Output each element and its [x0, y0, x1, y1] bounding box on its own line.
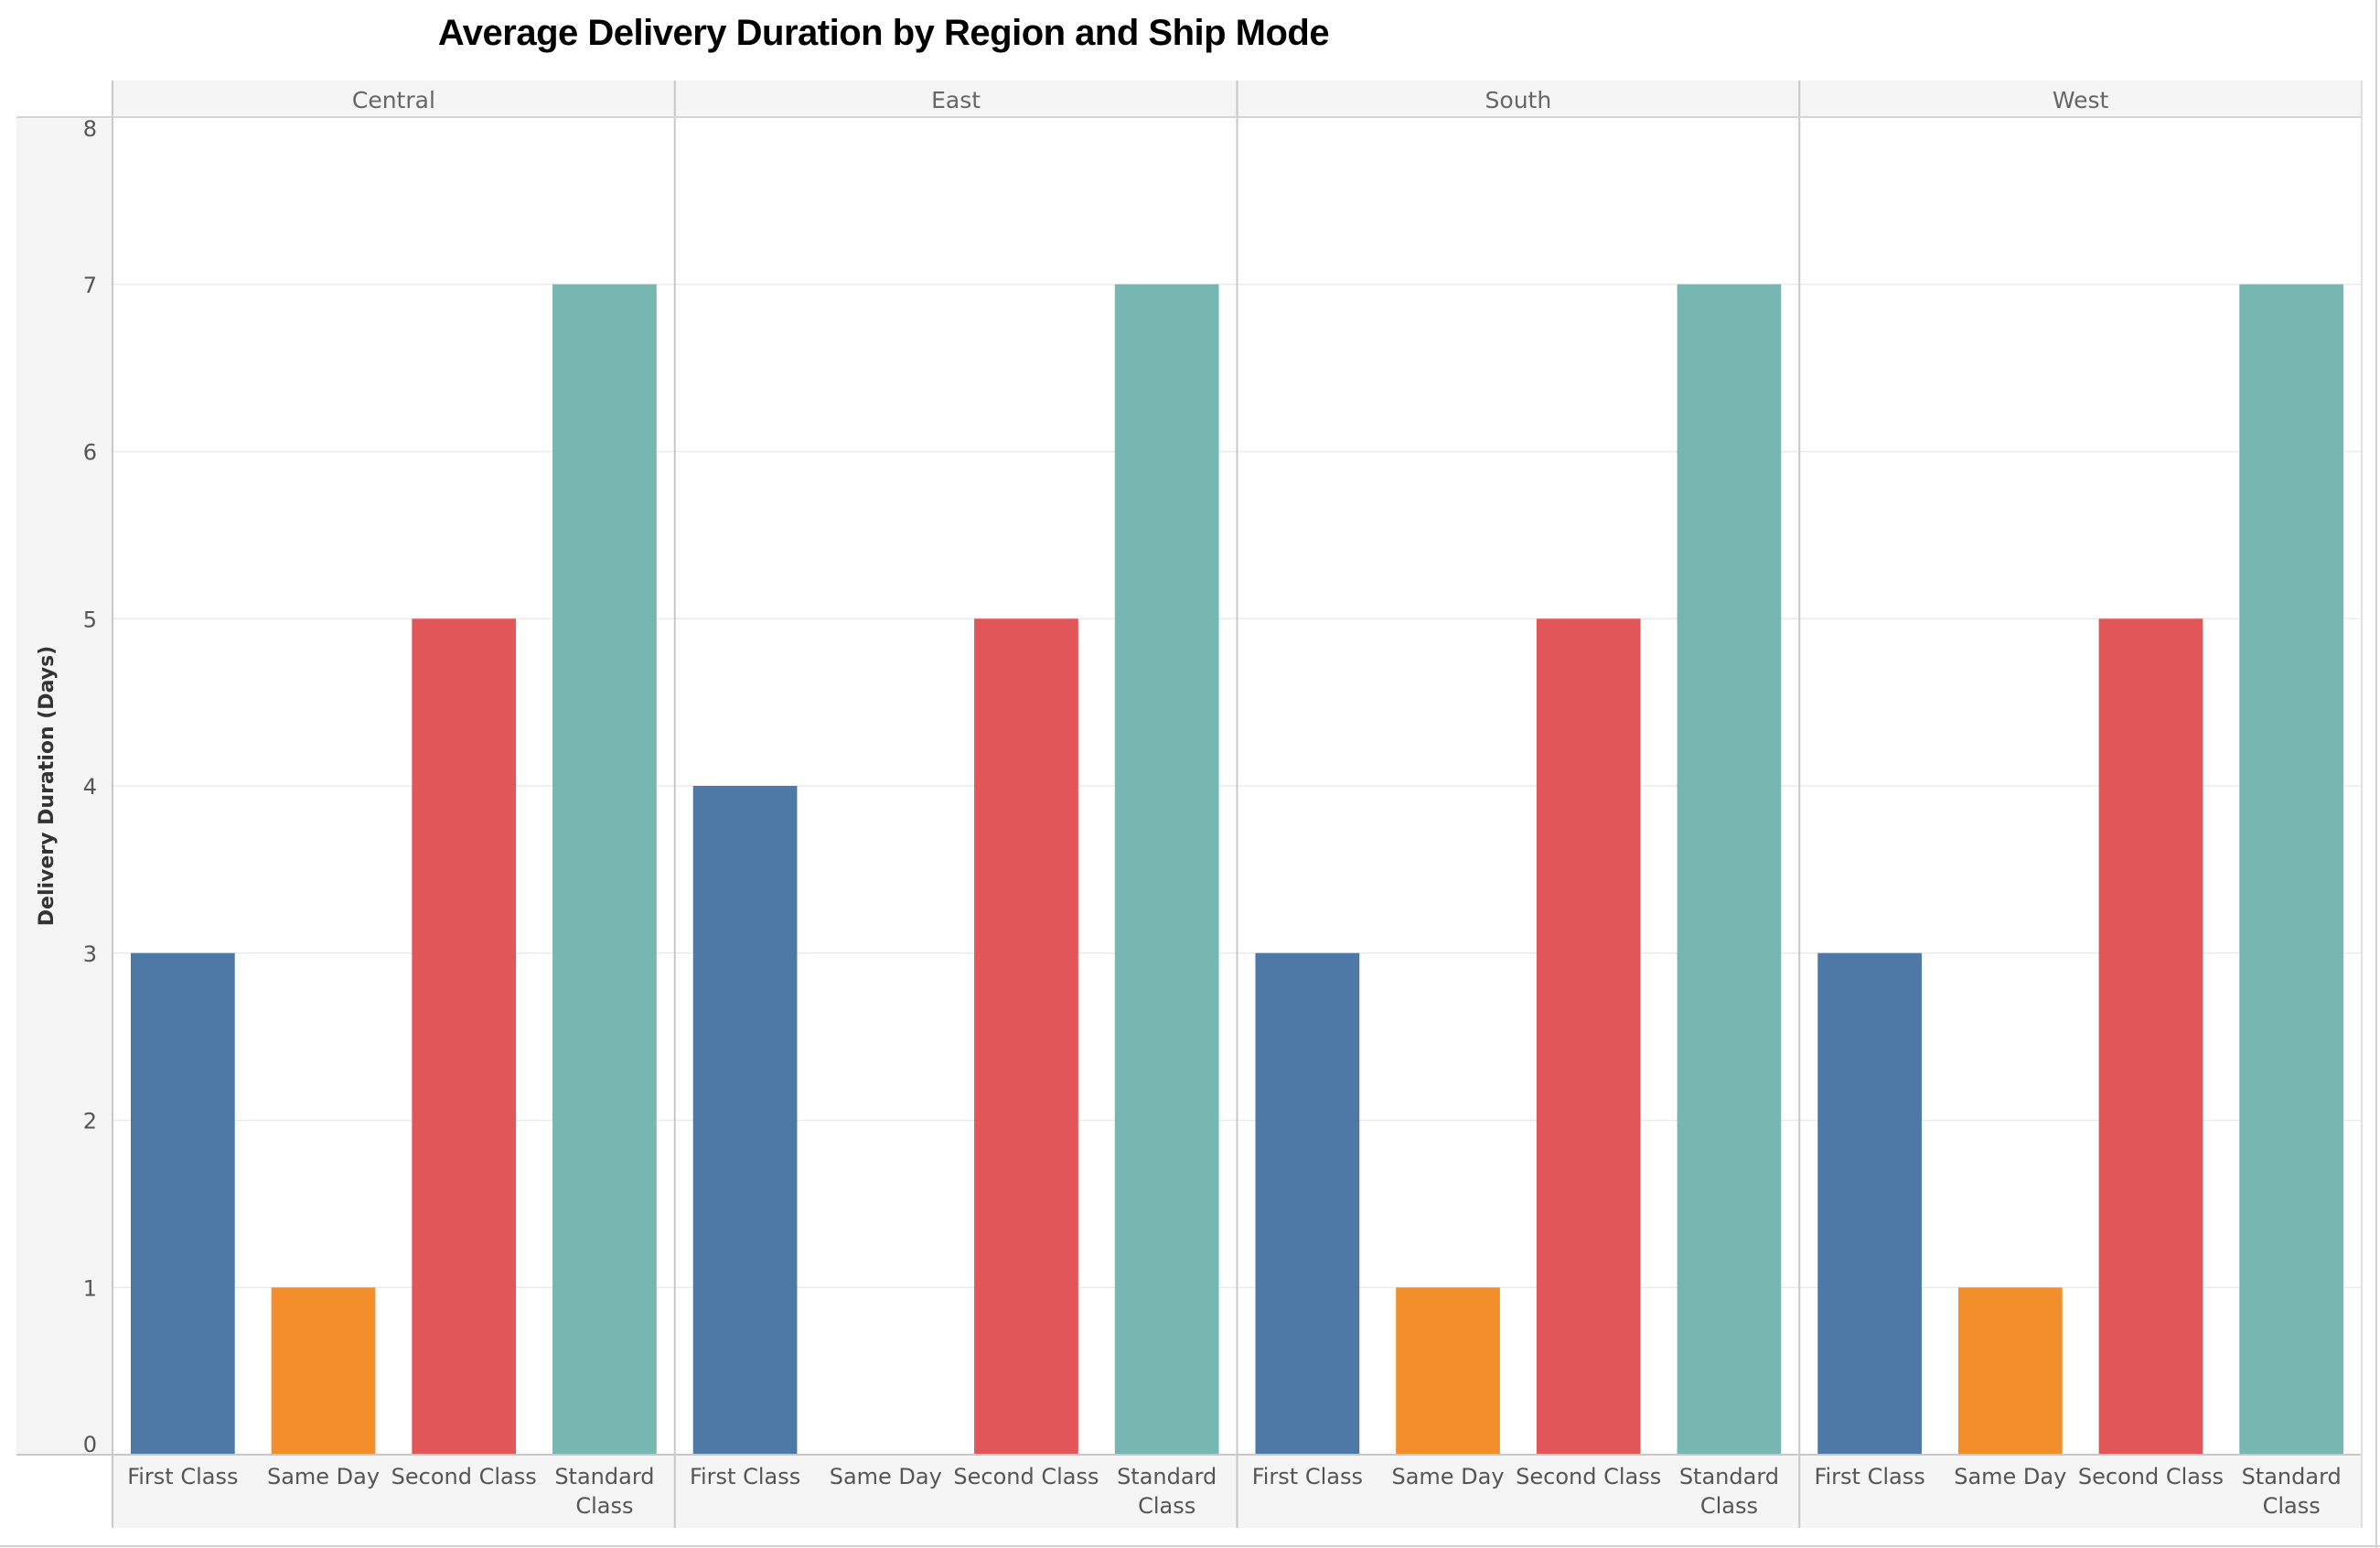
x-tick-label: Second Class: [391, 1464, 537, 1489]
y-tick-label: 0: [83, 1432, 97, 1457]
y-tick-label: 7: [83, 273, 97, 298]
bar-central-standard-class: [552, 284, 657, 1455]
x-tick-label: Same Day: [1954, 1464, 2066, 1489]
x-tick-label: First Class: [690, 1464, 800, 1489]
bar-south-first-class: [1255, 952, 1360, 1455]
x-tick-label: Class: [1138, 1493, 1195, 1519]
panel-header-west: West: [2053, 87, 2109, 113]
bar-south-same-day: [1396, 1287, 1500, 1455]
x-tick-label: Standard: [1679, 1464, 1779, 1489]
y-axis-title: Delivery Duration (Days): [36, 646, 59, 926]
x-tick-label: Same Day: [1391, 1464, 1504, 1489]
panel-header-east: East: [931, 87, 981, 113]
bar-central-first-class: [130, 952, 235, 1455]
bar-south-standard-class: [1677, 284, 1782, 1455]
x-tick-label: Class: [2263, 1493, 2321, 1519]
x-tick-label: First Class: [127, 1464, 238, 1489]
bar-east-standard-class: [1114, 284, 1219, 1455]
x-tick-label: Same Day: [267, 1464, 380, 1489]
x-tick-label: Class: [575, 1493, 633, 1519]
y-tick-label: 1: [83, 1275, 97, 1301]
bars: [130, 284, 2344, 1455]
chart-title: Average Delivery Duration by Region and …: [437, 13, 1330, 53]
x-tick-label: Standard: [1117, 1464, 1217, 1489]
panel-header-central: Central: [352, 87, 435, 113]
bar-central-same-day: [271, 1287, 376, 1455]
bar-west-same-day: [1957, 1287, 2063, 1455]
bar-east-second-class: [974, 618, 1078, 1455]
x-tick-label: First Class: [1814, 1464, 1924, 1489]
x-tick-label: Second Class: [953, 1464, 1099, 1489]
bar-west-first-class: [1817, 952, 1922, 1455]
panel-header-south: South: [1485, 87, 1552, 113]
bar-west-second-class: [2098, 618, 2203, 1455]
x-tick-label: Standard: [2242, 1464, 2342, 1489]
x-tick-label: Standard: [554, 1464, 654, 1489]
y-tick-label: 2: [83, 1109, 97, 1134]
labels: 0 1 2 3 4 5 6 7 8 Delivery Duration (Days) Central…: [36, 87, 2342, 1519]
x-tick-label: Second Class: [2078, 1464, 2224, 1489]
x-tick-label: Second Class: [1516, 1464, 1661, 1489]
x-tick-label: First Class: [1252, 1464, 1363, 1489]
y-tick-label: 4: [83, 774, 97, 800]
bar-west-standard-class: [2239, 284, 2344, 1455]
x-tick-label: Same Day: [830, 1464, 942, 1489]
bar-south-second-class: [1536, 618, 1641, 1455]
y-tick-label: 5: [83, 607, 97, 632]
y-tick-label: 6: [83, 440, 97, 466]
x-tick-label: Class: [1700, 1493, 1758, 1519]
bar-central-second-class: [412, 618, 517, 1455]
bar-east-first-class: [692, 786, 798, 1455]
y-tick-label: 8: [83, 116, 97, 142]
y-axis-strip: [16, 117, 113, 1455]
y-tick-label: 3: [83, 941, 97, 967]
